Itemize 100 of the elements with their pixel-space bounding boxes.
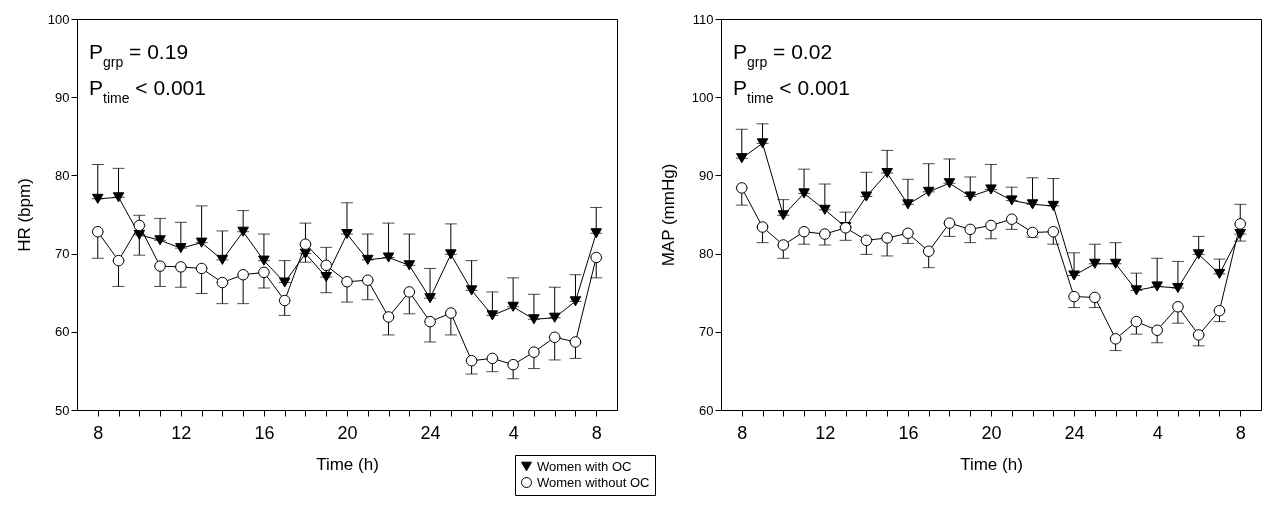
point bbox=[403, 260, 416, 271]
point bbox=[237, 268, 249, 281]
point bbox=[1026, 226, 1039, 239]
point bbox=[860, 234, 873, 247]
point bbox=[195, 237, 208, 248]
point bbox=[1089, 291, 1101, 304]
point bbox=[216, 254, 229, 265]
point bbox=[777, 210, 790, 221]
annotation: P$_{grp}$ = 0.02 bbox=[733, 40, 833, 70]
point bbox=[1213, 304, 1226, 317]
point bbox=[922, 245, 935, 257]
point bbox=[798, 225, 810, 238]
x-tick-label: 4 bbox=[508, 422, 519, 443]
point bbox=[445, 249, 457, 260]
point bbox=[175, 243, 187, 254]
point bbox=[320, 259, 332, 272]
point bbox=[756, 138, 769, 149]
point bbox=[756, 221, 769, 233]
x-tick-label: 16 bbox=[254, 422, 275, 443]
point bbox=[112, 192, 125, 203]
y-tick-label: 50 bbox=[55, 402, 70, 418]
y-tick-label: 90 bbox=[55, 89, 70, 105]
y-tick-label: 60 bbox=[699, 402, 714, 418]
annotation: P$_{grp}$ = 0.19 bbox=[89, 40, 189, 70]
point bbox=[1151, 324, 1163, 336]
point bbox=[1047, 225, 1060, 238]
y-tick-label: 70 bbox=[55, 246, 70, 262]
point bbox=[590, 251, 602, 264]
point bbox=[736, 153, 748, 164]
x-tick-label: 8 bbox=[1235, 422, 1246, 443]
x-tick-label: 12 bbox=[815, 422, 836, 443]
point bbox=[133, 219, 146, 232]
point bbox=[1151, 281, 1163, 292]
point bbox=[1172, 301, 1184, 313]
point bbox=[278, 277, 291, 288]
point bbox=[777, 239, 790, 251]
point bbox=[1192, 329, 1205, 341]
y-tick-label: 80 bbox=[699, 246, 714, 262]
x-tick-label: 4 bbox=[1152, 422, 1163, 443]
point bbox=[1172, 282, 1184, 294]
y-axis-title: MAP (mmHg) bbox=[658, 163, 678, 267]
x-axis-title: Time (h) bbox=[316, 454, 379, 474]
x-tick-label: 12 bbox=[171, 422, 192, 443]
x-tick-label: 8 bbox=[737, 422, 748, 443]
point bbox=[1213, 268, 1226, 279]
annotation: P$_{time}$ < 0.001 bbox=[89, 76, 206, 106]
point bbox=[195, 262, 208, 275]
point bbox=[154, 235, 166, 246]
point bbox=[154, 260, 166, 272]
point bbox=[216, 276, 229, 289]
point bbox=[985, 219, 997, 232]
point bbox=[362, 254, 374, 265]
point bbox=[1130, 285, 1143, 296]
x-tick-label: 8 bbox=[93, 422, 104, 443]
point bbox=[1130, 315, 1143, 328]
point bbox=[258, 255, 270, 266]
point bbox=[902, 199, 914, 210]
point bbox=[299, 248, 312, 259]
x-tick-label: 20 bbox=[337, 422, 358, 443]
y-tick-label: 90 bbox=[699, 167, 714, 183]
point bbox=[1068, 270, 1080, 281]
x-tick-label: 20 bbox=[981, 422, 1002, 443]
point bbox=[1089, 258, 1101, 269]
point bbox=[278, 294, 291, 307]
point bbox=[299, 238, 312, 250]
point bbox=[133, 229, 146, 240]
point bbox=[92, 193, 104, 204]
point bbox=[320, 272, 332, 283]
point bbox=[362, 274, 374, 286]
point bbox=[528, 346, 540, 358]
point bbox=[486, 310, 499, 321]
point bbox=[943, 217, 956, 229]
point bbox=[548, 312, 561, 323]
point bbox=[1109, 333, 1122, 345]
legend-label: Women with OC bbox=[537, 458, 632, 474]
point bbox=[1109, 258, 1122, 269]
point bbox=[445, 307, 457, 319]
point bbox=[1234, 218, 1246, 230]
point bbox=[569, 296, 582, 307]
point bbox=[465, 285, 478, 296]
point bbox=[403, 286, 416, 298]
y-tick-label: 100 bbox=[691, 89, 714, 105]
point bbox=[964, 223, 976, 236]
point bbox=[819, 204, 831, 215]
point bbox=[112, 254, 125, 267]
point bbox=[528, 314, 540, 325]
point bbox=[507, 358, 519, 371]
y-tick-label: 80 bbox=[55, 167, 70, 183]
point bbox=[465, 355, 478, 367]
x-tick-label: 24 bbox=[1064, 422, 1085, 443]
point bbox=[1026, 199, 1039, 210]
point bbox=[341, 276, 353, 288]
point bbox=[881, 232, 893, 244]
point bbox=[548, 331, 561, 344]
point bbox=[258, 266, 270, 279]
point bbox=[424, 293, 436, 304]
legend-label: Women without OC bbox=[537, 474, 650, 490]
x-axis-title: Time (h) bbox=[960, 454, 1023, 474]
point bbox=[819, 228, 831, 240]
point bbox=[92, 225, 104, 238]
